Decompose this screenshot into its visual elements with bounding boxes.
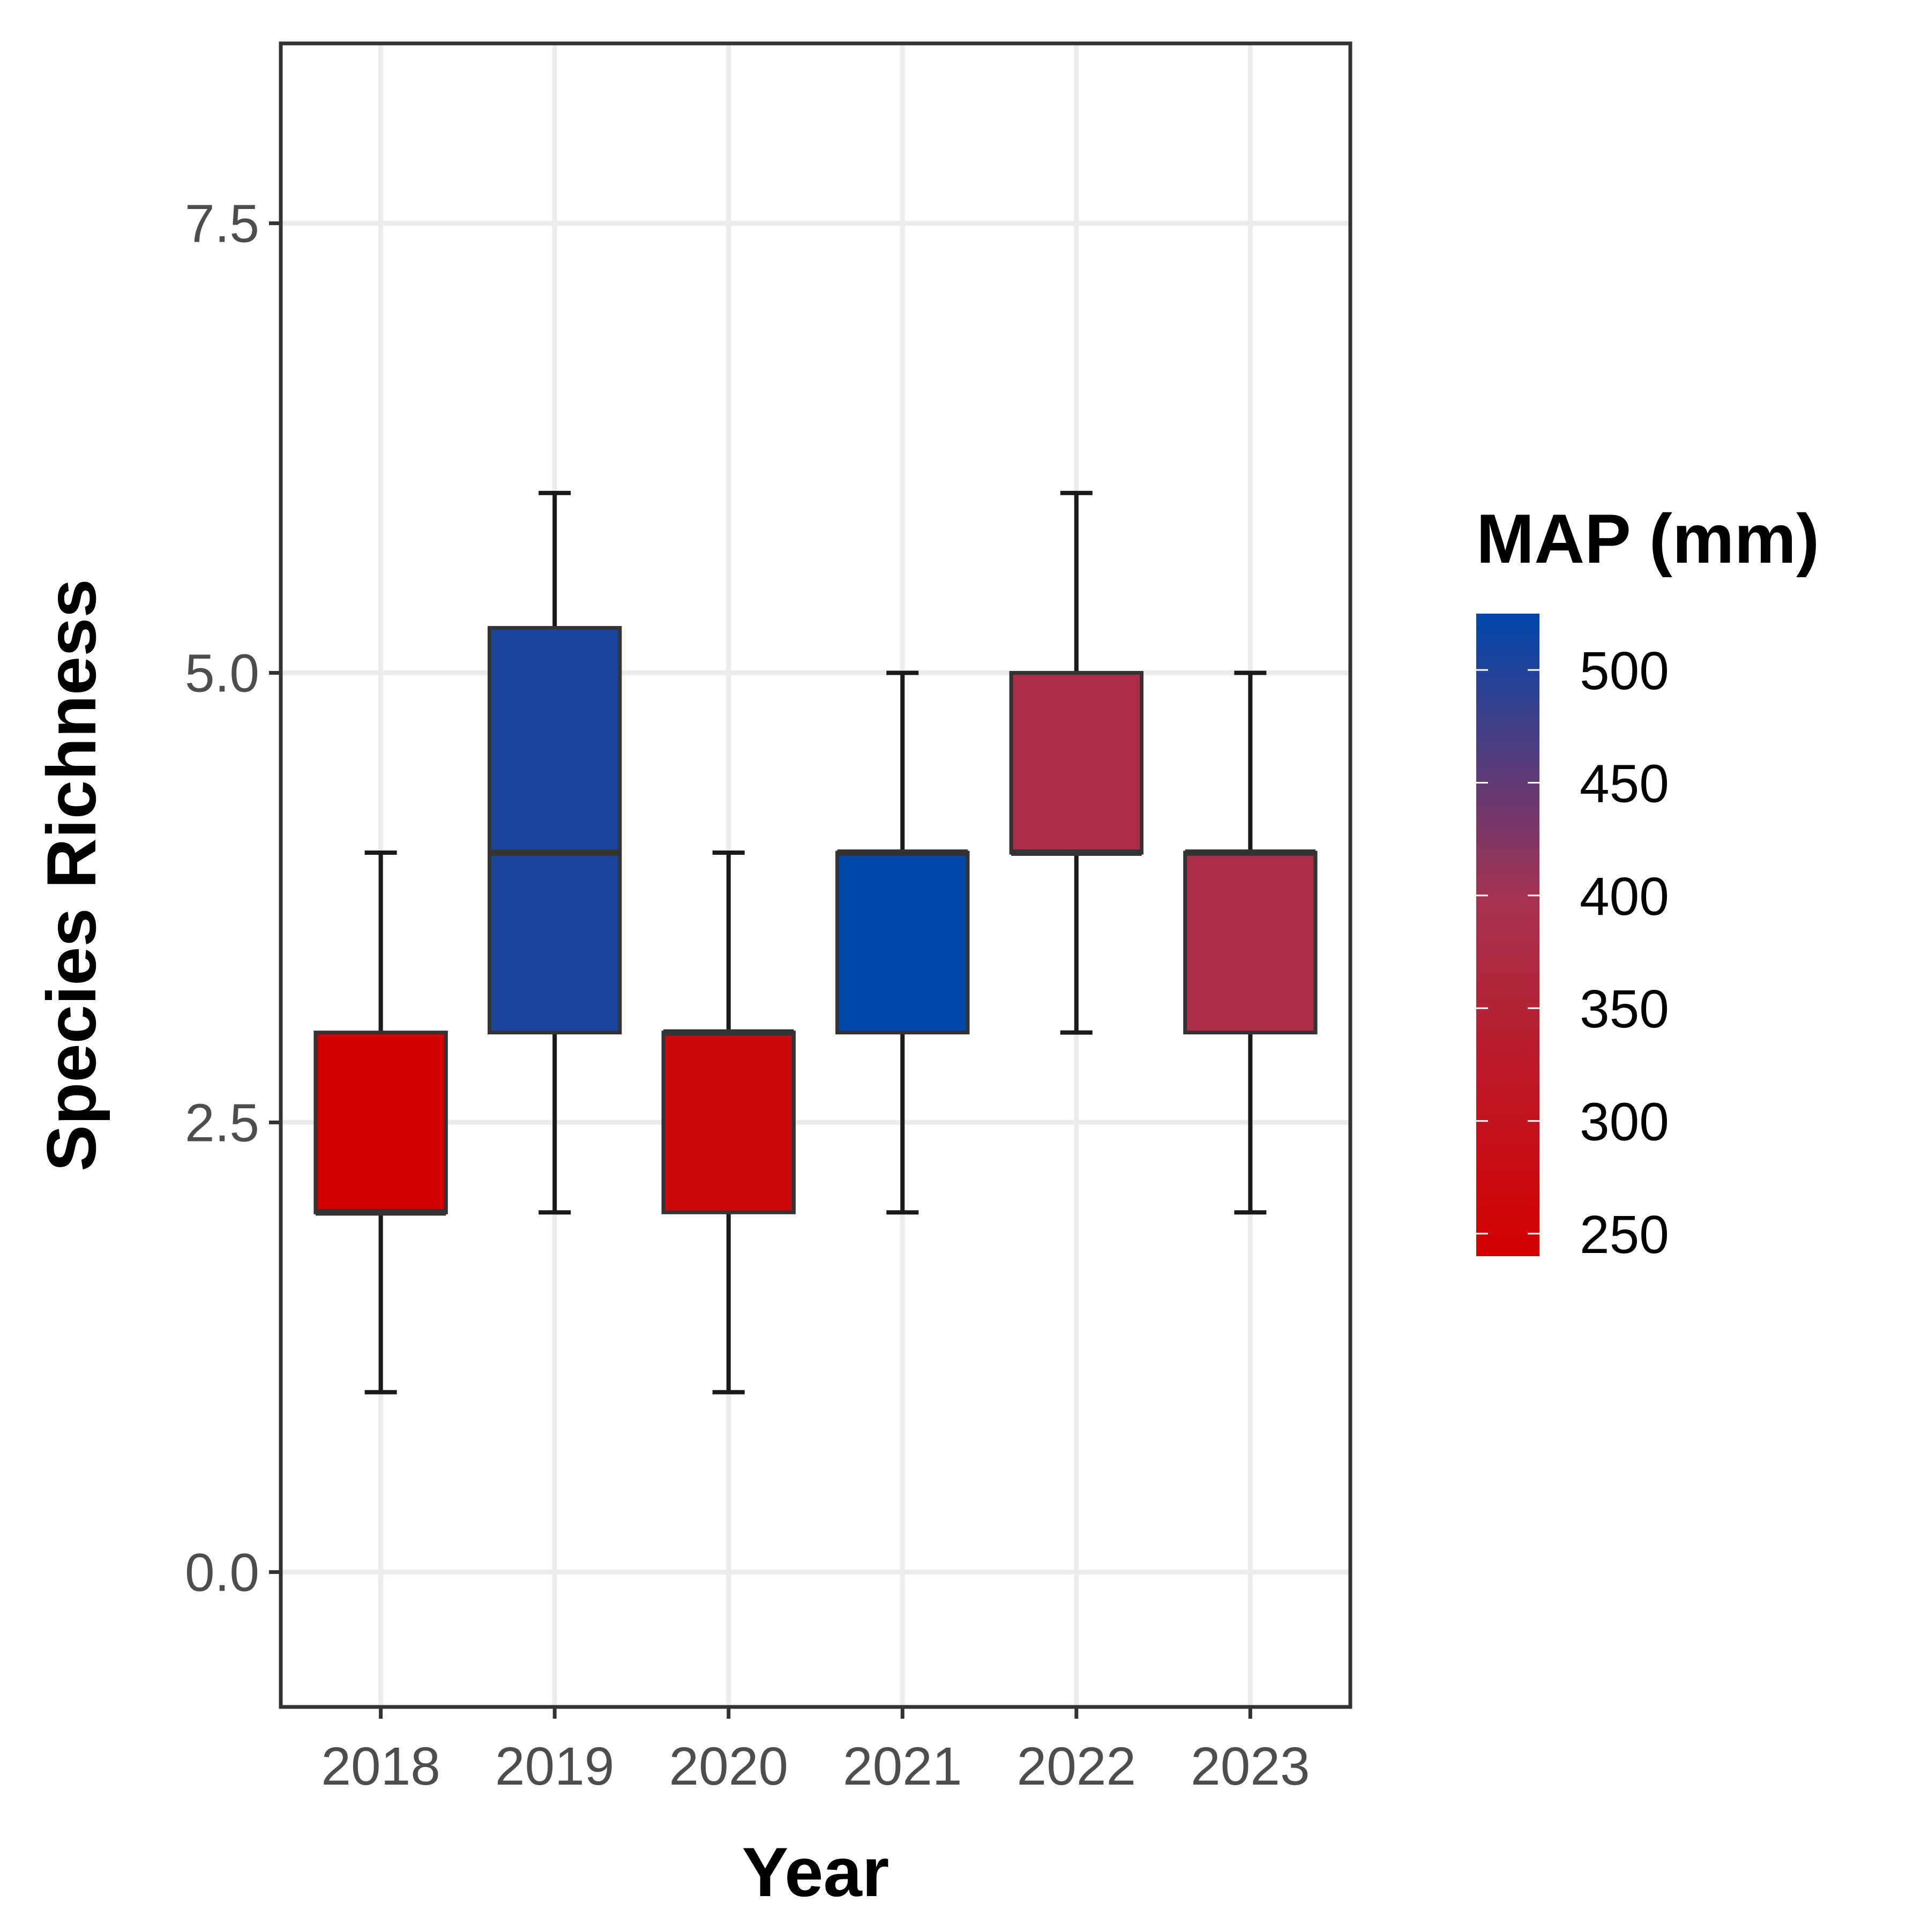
y-axis-title: Species Richness — [32, 579, 110, 1172]
x-tick-label: 2022 — [1017, 1736, 1136, 1796]
colorbar-legend: MAP (mm) 250 300 350 400 450 500 — [1476, 499, 1819, 1265]
box-iqr — [1183, 851, 1318, 1035]
x-tick-label: 2021 — [843, 1736, 962, 1796]
box-2022 — [1009, 490, 1144, 1035]
panel-background — [281, 43, 1350, 1707]
panel-border — [279, 41, 1352, 1709]
x-tick-label: 2020 — [669, 1736, 788, 1796]
x-tick-label: 2019 — [495, 1736, 614, 1796]
box-iqr — [487, 626, 622, 1035]
colorbar-title: MAP (mm) — [1476, 499, 1819, 578]
box-iqr — [835, 851, 970, 1035]
colorbar-tick-label: 400 — [1580, 867, 1669, 927]
box-2023 — [1183, 670, 1318, 1215]
colorbar-tick-label: 450 — [1580, 754, 1669, 814]
colorbar-tick-label: 350 — [1580, 979, 1669, 1039]
box-2020 — [661, 851, 796, 1394]
y-tick-label: 0.0 — [185, 1542, 259, 1602]
colorbar-tick-label: 500 — [1580, 641, 1669, 701]
box-iqr — [661, 1031, 796, 1214]
box-2018 — [313, 851, 448, 1394]
y-tick-label: 7.5 — [185, 194, 259, 254]
colorbar-ticks: 250 300 350 400 450 500 — [1476, 641, 1669, 1265]
axis-layer: 0.0 2.5 5.0 7.5 2018 2019 2020 2021 2022 2023 — [185, 194, 1310, 1796]
box-iqr — [313, 1031, 448, 1214]
box-2019 — [487, 490, 622, 1215]
colorbar-tick-label: 300 — [1580, 1092, 1669, 1152]
x-tick-label: 2018 — [321, 1736, 440, 1796]
y-tick-label: 5.0 — [185, 643, 259, 703]
box-2021 — [835, 670, 970, 1215]
colorbar — [1476, 614, 1539, 1256]
x-axis-title: Year — [742, 1833, 889, 1911]
y-tick-label: 2.5 — [185, 1093, 259, 1153]
colorbar-tick-label: 250 — [1580, 1205, 1669, 1265]
x-tick-label: 2023 — [1191, 1736, 1310, 1796]
box-iqr — [1009, 670, 1144, 855]
box-layer — [313, 490, 1318, 1394]
